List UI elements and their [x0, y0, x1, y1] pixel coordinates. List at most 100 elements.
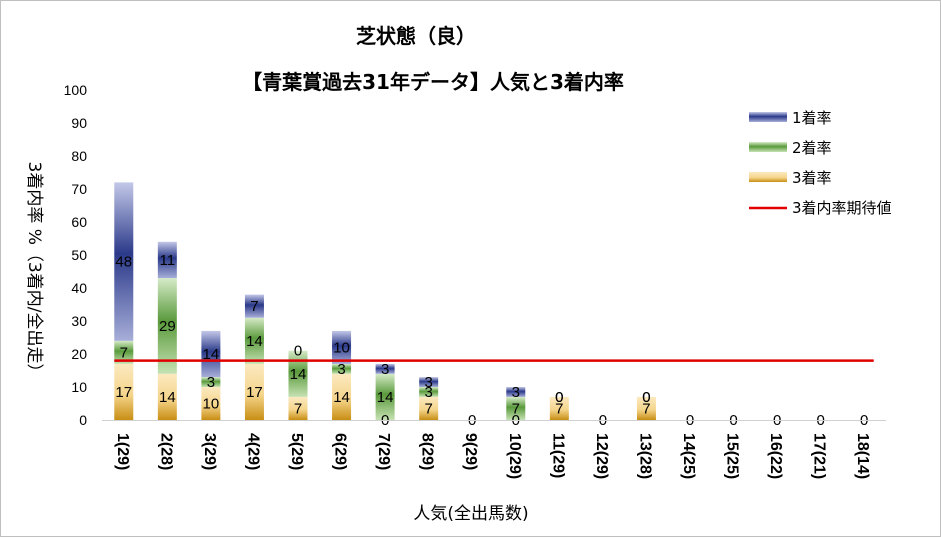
x-tick-label: 4(29)	[244, 433, 261, 470]
legend-swatch-2着率	[749, 142, 787, 152]
chart-title-line1: 芝状態（良）	[356, 24, 476, 48]
data-label-3着率: 7	[642, 400, 650, 417]
data-label-3着率: 14	[333, 389, 350, 406]
bar-segment-3着率	[636, 396, 656, 420]
bar-segment-1着率	[244, 294, 264, 318]
data-label-3着率: 10	[203, 396, 220, 413]
legend-label-2着率: 2着率	[792, 139, 832, 157]
x-tick-label: 14(25)	[680, 433, 697, 479]
y-axis: 0 10 20 30 40 50 60 70 80 90 100	[64, 82, 88, 428]
legend-swatch-1着率	[749, 112, 787, 122]
y-tick-label: 80	[71, 148, 87, 164]
data-label-3着率: 7	[294, 400, 302, 417]
x-tick-label: 16(22)	[767, 433, 784, 479]
legend-swatch-3着率	[749, 172, 787, 182]
legend-label-1着率: 1着率	[792, 109, 832, 127]
x-tick-label: 2(28)	[157, 433, 174, 470]
bar-segment-1着率	[201, 330, 221, 378]
y-tick-label: 60	[71, 214, 87, 230]
data-label-2着率: 14	[290, 366, 307, 383]
x-tick-label: 15(25)	[724, 433, 741, 479]
data-label-1着率: 3	[512, 384, 520, 401]
data-label-3着率: 17	[115, 384, 132, 401]
bar-segment-2着率	[114, 340, 134, 364]
data-label-2着率: 0	[555, 389, 563, 406]
bar-segment-2着率	[244, 317, 264, 364]
y-tick-label: 90	[71, 115, 87, 131]
data-label-2着率: 3	[337, 361, 345, 378]
x-axis: 1(29) 2(28) 3(29) 4(29) 5(29) 6(29) 7(29) 8(29)…	[102, 420, 886, 479]
data-label-1着率: 3	[424, 374, 432, 391]
chart-title-line2: 【青葉賞過去31年データ】人気と3着内率	[242, 70, 624, 94]
bar-segment-1着率	[157, 241, 177, 279]
y-tick-label: 20	[71, 346, 87, 362]
legend: 1着率 2着率 3着率 3着内率期待値	[749, 109, 892, 217]
legend-label-3着率: 3着率	[792, 169, 832, 187]
data-label-2着率: 14	[246, 333, 263, 350]
bar-segment-3着率	[244, 363, 264, 420]
data-label-1着率: 48	[115, 254, 132, 271]
data-label-1着率: 14	[203, 346, 220, 363]
x-tick-label: 11(29)	[549, 433, 566, 478]
y-tick-label: 100	[64, 82, 88, 98]
bar-segment-2着率	[506, 396, 526, 420]
y-tick-label: 50	[71, 247, 87, 263]
bar-segment-1着率	[114, 182, 134, 341]
bar-segment-2着率	[332, 363, 352, 374]
legend-label-expected-value: 3着内率期待値	[792, 199, 892, 217]
x-tick-label: 5(29)	[288, 433, 305, 470]
data-label-2着率: 14	[377, 389, 394, 406]
x-tick-label: 10(29)	[506, 433, 523, 479]
data-label-2着率: 3	[424, 384, 432, 401]
y-tick-label: 0	[79, 412, 87, 428]
bar-segment-3着率	[288, 396, 308, 420]
bar-segment-1着率	[506, 387, 526, 397]
x-tick-label: 17(21)	[811, 433, 828, 479]
y-tick-label: 70	[71, 181, 87, 197]
y-tick-label: 40	[71, 280, 87, 296]
x-tick-label: 7(29)	[375, 433, 392, 470]
data-label-3着率: 17	[246, 384, 263, 401]
y-tick-label: 10	[71, 379, 87, 395]
bars	[114, 182, 656, 420]
data-label-2着率: 29	[159, 318, 176, 335]
bar-segment-2着率	[201, 377, 221, 387]
bar-segment-2着率	[375, 373, 395, 420]
y-tick-label: 30	[71, 313, 87, 329]
x-axis-title: 人気(全出馬数)	[413, 504, 528, 524]
data-label-2着率: 0	[642, 389, 650, 406]
data-label-1着率: 11	[160, 252, 176, 269]
data-label-1着率: 10	[333, 339, 350, 356]
x-tick-label: 13(28)	[636, 433, 653, 479]
data-label-1着率: 0	[294, 343, 302, 360]
x-tick-label: 12(29)	[593, 433, 610, 479]
data-label-3着率: 14	[159, 389, 176, 406]
bar-segment-2着率	[419, 387, 439, 397]
bar-segment-1着率	[332, 330, 352, 364]
data-label-1着率: 3	[381, 361, 389, 378]
bar-segment-3着率	[157, 373, 177, 420]
data-label-2着率: 7	[120, 344, 128, 361]
x-tick-label: 3(29)	[201, 433, 218, 470]
bar-segment-3着率	[419, 396, 439, 420]
x-tick-label: 18(14)	[854, 433, 871, 479]
x-tick-label: 6(29)	[332, 433, 349, 470]
bar-segment-2着率	[157, 278, 177, 374]
data-label-1着率: 0	[555, 389, 563, 406]
bar-segment-1着率	[375, 363, 395, 374]
y-axis-title: 3着内率 %（3着内/全出走）	[24, 162, 44, 381]
data-label-1着率: 7	[250, 298, 258, 315]
bar-segment-3着率	[114, 363, 134, 420]
bar-segment-2着率	[288, 350, 308, 397]
data-label-2着率: 3	[207, 374, 215, 391]
data-label-3着率: 7	[555, 400, 563, 417]
x-tick-label: 1(29)	[114, 433, 131, 470]
bar-segment-1着率	[419, 377, 439, 387]
data-label-3着率: 7	[424, 400, 432, 417]
data-label-1着率: 0	[642, 389, 650, 406]
data-label-2着率: 7	[512, 400, 520, 417]
bar-segment-3着率	[201, 387, 221, 420]
